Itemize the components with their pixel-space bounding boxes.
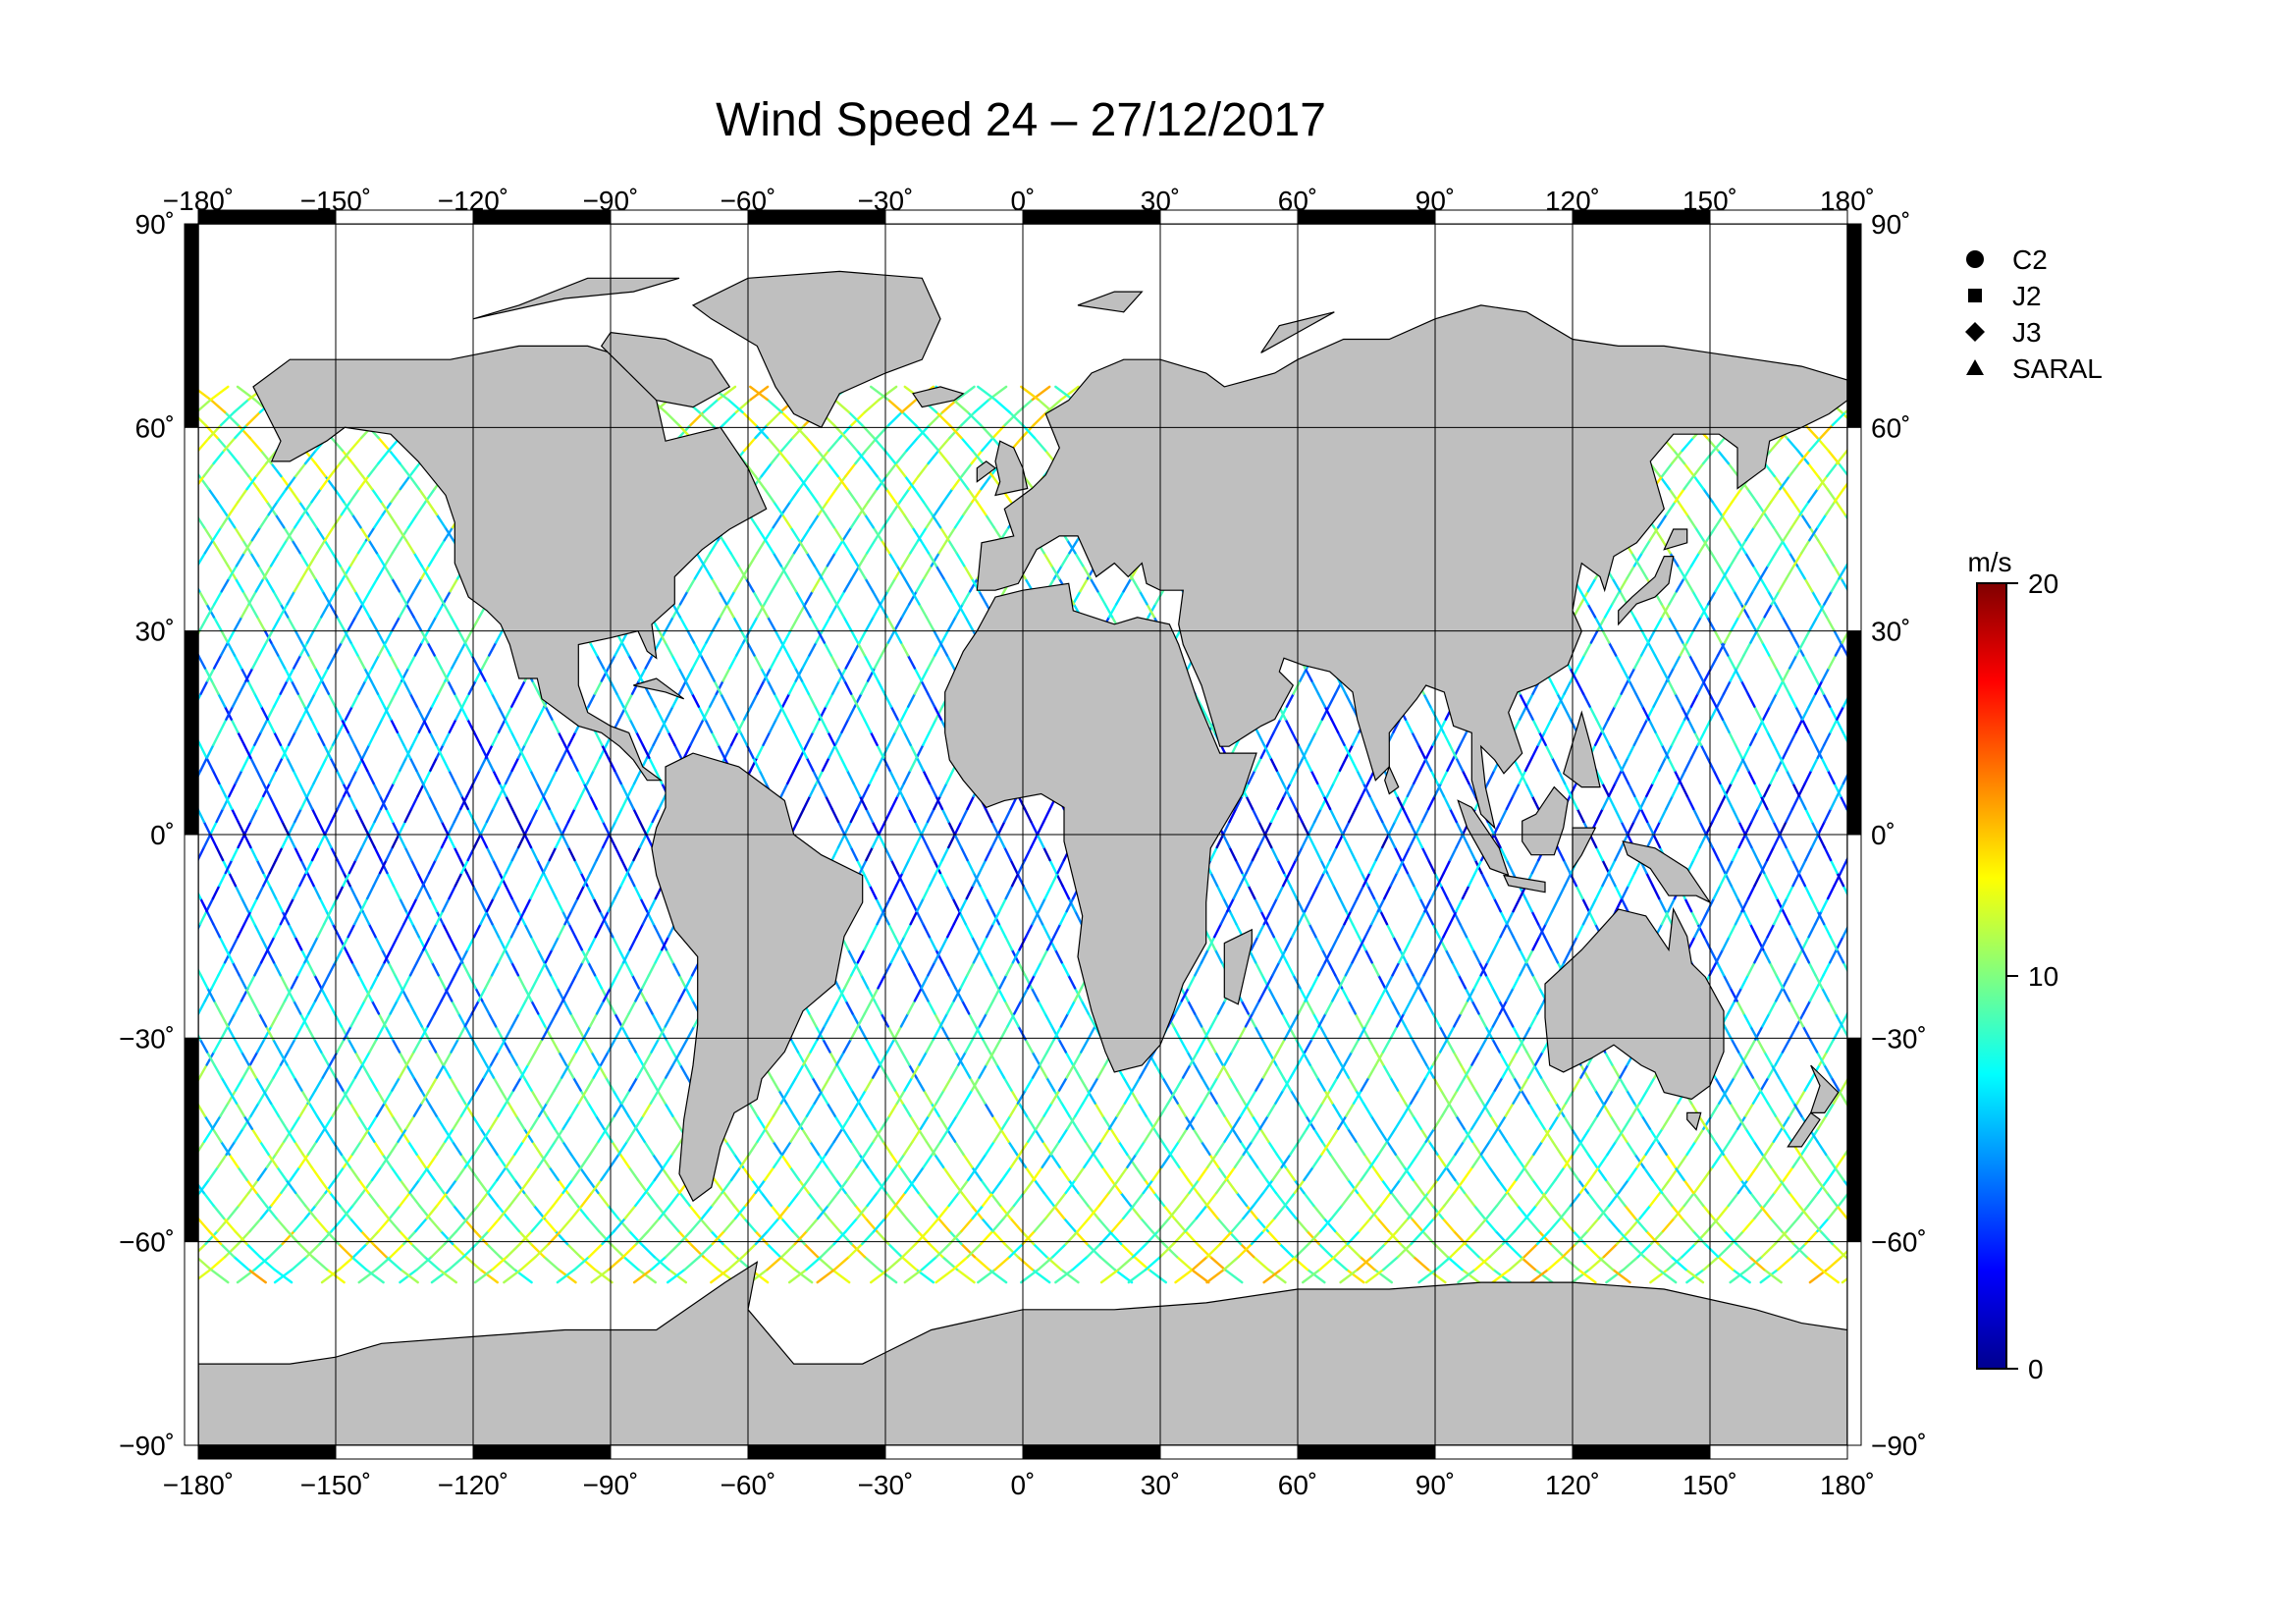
lat-tick-label-right: −30˚ [1871, 1023, 1927, 1054]
lat-tick-label-left: 60˚ [135, 412, 175, 443]
lat-tick-label-right: −90˚ [1871, 1431, 1927, 1461]
lon-tick-label-top: 30˚ [1141, 186, 1180, 216]
lon-tick-label-bottom: 0˚ [1011, 1470, 1036, 1500]
lon-tick-label-bottom: −30˚ [858, 1470, 914, 1500]
graticule [198, 224, 1847, 1445]
lon-tick-label-bottom: 60˚ [1278, 1470, 1317, 1500]
latitude-labels-left: 90˚ 60˚ 30˚ 0˚ −30˚ −60˚ −90˚ [119, 209, 175, 1461]
lon-tick-label-bottom: −90˚ [583, 1470, 639, 1500]
legend-label: J3 [2012, 317, 2042, 348]
lon-tick-label-top: −180˚ [163, 186, 234, 216]
latitude-labels-right: 90˚ 60˚ 30˚ 0˚ −30˚ −60˚ −90˚ [1871, 209, 1927, 1461]
map-frame-checker [184, 209, 1862, 1460]
diamond-marker-icon [1965, 322, 1985, 342]
lon-tick-label-top: −90˚ [583, 186, 639, 216]
colorbar-bar [1976, 582, 2007, 1370]
lat-tick-label-left: −60˚ [119, 1227, 175, 1258]
lon-tick-label-top: 60˚ [1278, 186, 1317, 216]
lat-tick-label-right: 90˚ [1871, 209, 1910, 240]
legend-label: J2 [2012, 281, 2042, 311]
lon-tick-label-top: 0˚ [1011, 186, 1036, 216]
square-marker-icon [1968, 289, 1982, 302]
map-title: Wind Speed 24 – 27/12/2017 [716, 94, 1326, 146]
colorbar: m/s 20 10 0 [1967, 547, 2058, 1384]
lat-tick-label-right: −60˚ [1871, 1227, 1927, 1258]
lat-tick-label-left: 30˚ [135, 617, 175, 647]
lat-tick-label-right: 30˚ [1871, 617, 1910, 647]
lon-tick-label-bottom: 120˚ [1545, 1470, 1600, 1500]
lon-tick-label-bottom: −120˚ [438, 1470, 508, 1500]
lon-tick-label-top: 180˚ [1820, 186, 1875, 216]
lon-tick-label-bottom: 150˚ [1682, 1470, 1737, 1500]
satellite-legend: C2 J2 J3 SARAL [1965, 244, 2103, 384]
lon-tick-label-top: 150˚ [1682, 186, 1737, 216]
lon-tick-label-bottom: −60˚ [721, 1470, 776, 1500]
lat-tick-label-right: 0˚ [1871, 820, 1896, 850]
lon-tick-label-top: 120˚ [1545, 186, 1600, 216]
colorbar-ticks: 20 10 0 [2006, 568, 2058, 1384]
lat-tick-label-left: −30˚ [119, 1023, 175, 1054]
colorbar-unit: m/s [1967, 547, 2011, 577]
map-area [184, 209, 1862, 1460]
lat-tick-label-left: −90˚ [119, 1431, 175, 1461]
circle-marker-icon [1966, 250, 1984, 268]
lon-tick-label-top: −120˚ [438, 186, 508, 216]
lon-tick-label-bottom: 30˚ [1141, 1470, 1180, 1500]
colorbar-tick-label: 0 [2028, 1354, 2044, 1384]
lat-tick-label-left: 90˚ [135, 209, 175, 240]
lon-tick-label-bottom: 90˚ [1415, 1470, 1455, 1500]
lat-tick-label-left: 0˚ [150, 820, 175, 850]
lon-tick-label-bottom: −150˚ [300, 1470, 371, 1500]
legend-label: C2 [2012, 244, 2048, 275]
lon-tick-label-bottom: −180˚ [163, 1470, 234, 1500]
legend-label: SARAL [2012, 353, 2103, 384]
lon-tick-label-bottom: 180˚ [1820, 1470, 1875, 1500]
lon-tick-label-top: −150˚ [300, 186, 371, 216]
lon-tick-label-top: 90˚ [1415, 186, 1455, 216]
lon-tick-label-top: −30˚ [858, 186, 914, 216]
colorbar-tick-label: 10 [2028, 961, 2058, 992]
longitude-labels-bottom: −180˚ −150˚ −120˚ −90˚ −60˚ −30˚ 0˚ 30˚ 60˚ 90˚ 12… [163, 1470, 1875, 1500]
longitude-labels-top: −180˚ −150˚ −120˚ −90˚ −60˚ −30˚ 0˚ 30˚ 60˚ 90˚ 12… [163, 186, 1875, 216]
colorbar-tick-label: 20 [2028, 568, 2058, 599]
lon-tick-label-top: −60˚ [721, 186, 776, 216]
lat-tick-label-right: 60˚ [1871, 412, 1910, 443]
triangle-marker-icon [1966, 359, 1984, 375]
